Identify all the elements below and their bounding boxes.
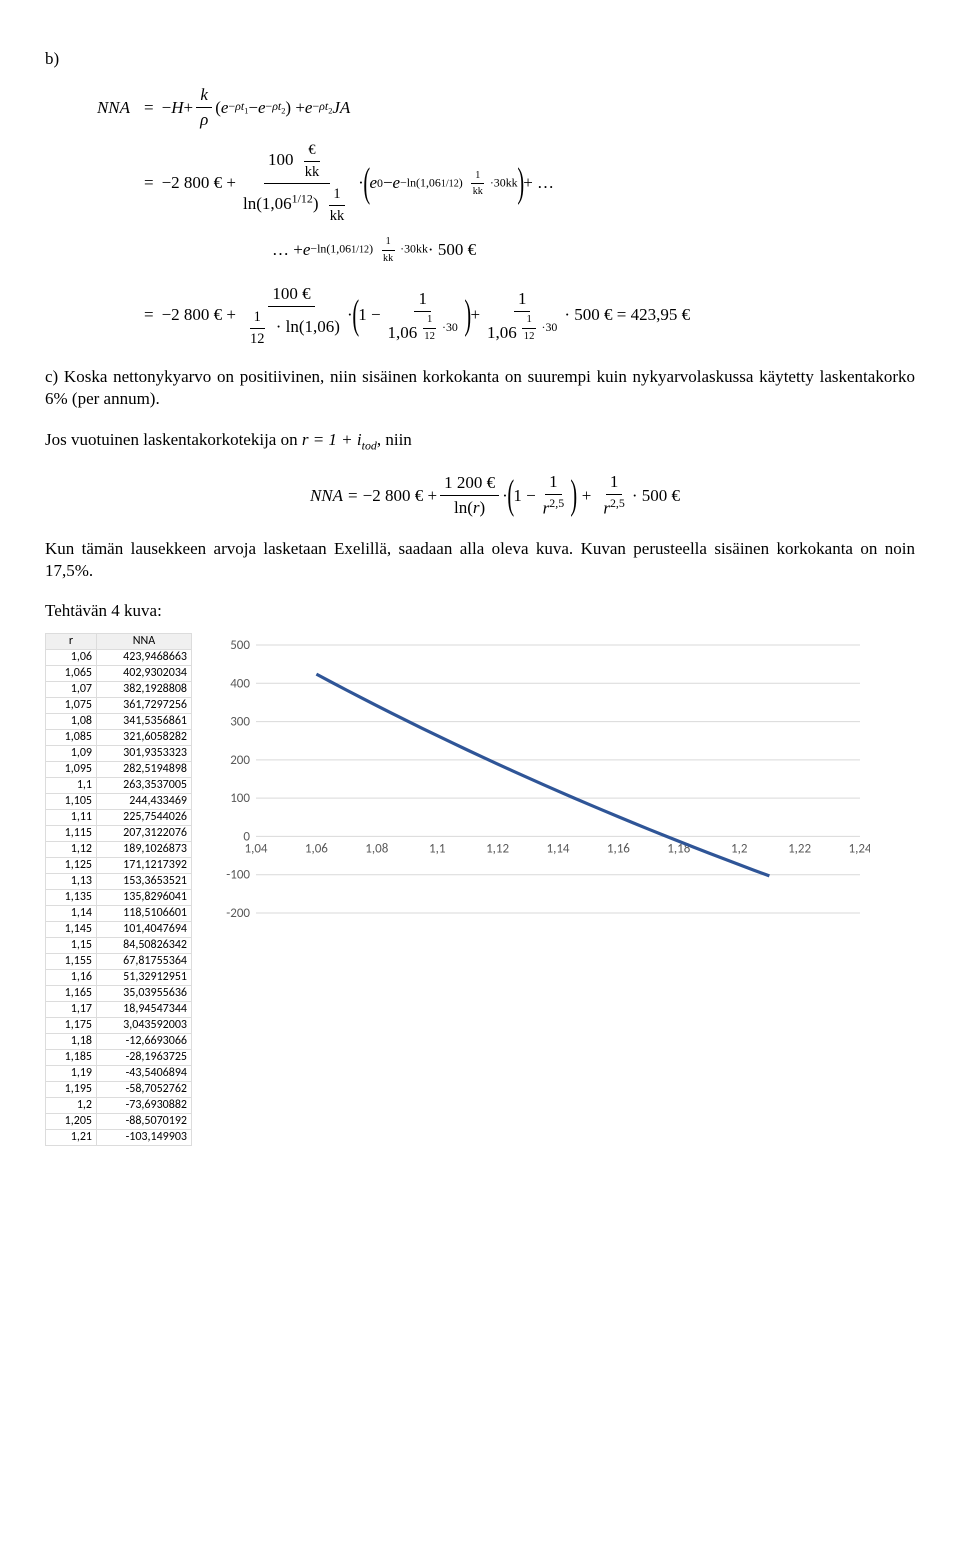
table-row: 1,21-103,149903 [46, 1129, 192, 1145]
table-row: 1,065402,9302034 [46, 665, 192, 681]
figure-label: Tehtävän 4 kuva: [45, 600, 915, 622]
svg-text:200: 200 [230, 752, 250, 767]
table-row: 1,18-12,6693066 [46, 1033, 192, 1049]
table-row: 1,1651,32912951 [46, 969, 192, 985]
table-row: 1,09301,9353323 [46, 745, 192, 761]
table-row: 1,15567,81755364 [46, 953, 192, 969]
table-row: 1,105244,433469 [46, 793, 192, 809]
svg-text:1,12: 1,12 [486, 841, 509, 856]
table-row: 1,2-73,6930882 [46, 1097, 192, 1113]
svg-text:100: 100 [230, 791, 250, 806]
excel-area: r NNA 1,06423,94686631,065402,93020341,0… [45, 633, 915, 1146]
table-row: 1,14118,5106601 [46, 905, 192, 921]
table-row: 1,1263,3537005 [46, 777, 192, 793]
part-b-label: b) [45, 48, 915, 70]
svg-text:1,04: 1,04 [244, 841, 267, 856]
data-table: r NNA 1,06423,94686631,065402,93020341,0… [45, 633, 192, 1146]
table-row: 1,085321,6058282 [46, 729, 192, 745]
svg-text:400: 400 [230, 676, 250, 691]
table-row: 1,135135,8296041 [46, 889, 192, 905]
part-c-paragraph-1: c) Koska nettonykyarvo on positiivinen, … [45, 366, 915, 410]
table-row: 1,13153,3653521 [46, 873, 192, 889]
table-row: 1,06423,9468663 [46, 649, 192, 665]
table-row: 1,205-88,5070192 [46, 1113, 192, 1129]
svg-text:1,24: 1,24 [848, 841, 870, 856]
svg-text:300: 300 [230, 714, 250, 729]
table-row: 1,185-28,1963725 [46, 1049, 192, 1065]
table-row: 1,195-58,7052762 [46, 1081, 192, 1097]
eq1-lhs: NNA [75, 97, 136, 119]
table-row: 1,11225,7544026 [46, 809, 192, 825]
table-row: 1,125171,1217392 [46, 857, 192, 873]
svg-text:500: 500 [230, 638, 250, 653]
table-row: 1,1718,94547344 [46, 1001, 192, 1017]
table-row: 1,16535,03955636 [46, 985, 192, 1001]
table-row: 1,07382,1928808 [46, 681, 192, 697]
table-row: 1,12189,1026873 [46, 841, 192, 857]
table-row: 1,095282,5194898 [46, 761, 192, 777]
svg-text:1,2: 1,2 [731, 841, 748, 856]
svg-text:1,22: 1,22 [788, 841, 811, 856]
svg-text:1,1: 1,1 [429, 841, 445, 856]
table-row: 1,08341,5356861 [46, 713, 192, 729]
line-chart: -200-10001002003004005001,041,061,081,11… [210, 633, 870, 933]
equation-1: NNA = −H + kρ (e−ρt1 − e−ρt2) + e−ρt2JA … [75, 84, 915, 348]
part-c-paragraph-2: Jos vuotuinen laskentakorkotekija on r =… [45, 429, 915, 454]
table-header-r: r [46, 633, 97, 649]
svg-text:-200: -200 [226, 906, 250, 921]
table-row: 1,145101,4047694 [46, 921, 192, 937]
chart-container: -200-10001002003004005001,041,061,081,11… [210, 633, 870, 939]
eq4-lhs: NNA [310, 485, 343, 507]
table-row: 1,075361,7297256 [46, 697, 192, 713]
table-row: 1,115207,3122076 [46, 825, 192, 841]
svg-text:1,14: 1,14 [546, 841, 569, 856]
svg-text:1,08: 1,08 [365, 841, 388, 856]
equation-4: NNA = −2 800 € + 1 200 € ln(r) · ( 1 − 1… [75, 471, 915, 520]
svg-text:-100: -100 [226, 867, 250, 882]
table-header-nna: NNA [97, 633, 192, 649]
table-row: 1,1753,043592003 [46, 1017, 192, 1033]
svg-text:1,16: 1,16 [607, 841, 630, 856]
svg-text:1,06: 1,06 [305, 841, 328, 856]
closing-paragraph: Kun tämän lausekkeen arvoja lasketaan Ex… [45, 538, 915, 582]
table-row: 1,19-43,5406894 [46, 1065, 192, 1081]
table-row: 1,1584,50826342 [46, 937, 192, 953]
